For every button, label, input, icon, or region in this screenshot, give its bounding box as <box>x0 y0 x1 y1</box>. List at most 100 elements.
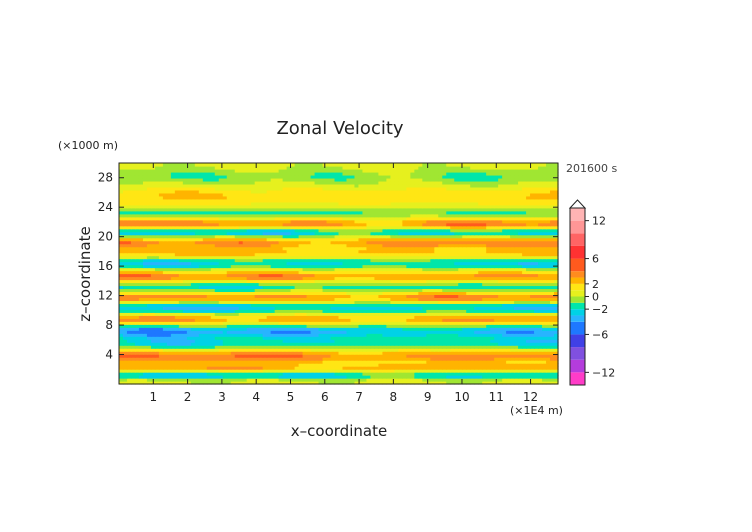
field-cell <box>418 312 423 316</box>
field-cell <box>486 345 491 349</box>
field-cell <box>422 297 427 301</box>
field-cell <box>234 324 240 328</box>
field-cell <box>418 369 423 373</box>
field-cell <box>202 369 208 373</box>
field-cell <box>362 354 368 358</box>
field-cell <box>458 351 463 355</box>
field-cell <box>126 375 132 379</box>
field-cell <box>406 318 411 322</box>
field-cell <box>318 366 324 370</box>
field-cell <box>270 276 276 281</box>
field-cell <box>434 282 439 287</box>
field-cell <box>350 318 356 322</box>
field-cell <box>286 324 292 328</box>
field-cell <box>550 336 555 340</box>
field-cell <box>450 312 455 316</box>
field-cell <box>498 321 503 325</box>
field-cell <box>146 318 152 322</box>
field-cell <box>190 309 196 313</box>
field-cell <box>310 321 316 325</box>
field-cell <box>158 345 164 349</box>
field-cell <box>270 372 276 376</box>
field-cell <box>134 354 140 358</box>
field-cell <box>322 366 328 370</box>
field-cell <box>154 366 160 370</box>
field-cell <box>290 369 296 373</box>
field-cell <box>142 369 148 373</box>
field-cell <box>190 303 196 307</box>
field-cell <box>146 270 152 275</box>
field-cell <box>390 291 395 296</box>
field-cell <box>270 333 276 337</box>
field-cell <box>182 354 188 358</box>
field-cell <box>119 357 124 361</box>
field-cell <box>266 324 272 328</box>
field-cell <box>134 381 140 385</box>
field-cell <box>194 303 200 307</box>
field-cell <box>119 375 124 379</box>
field-cell <box>238 330 244 334</box>
field-cell <box>130 330 136 334</box>
field-cell <box>398 285 403 290</box>
field-cell <box>298 354 304 358</box>
field-cell <box>406 321 411 325</box>
field-cell <box>158 339 164 343</box>
field-cell <box>119 369 124 373</box>
field-cell <box>418 360 423 364</box>
field-cell <box>178 366 184 370</box>
field-cell <box>414 312 419 316</box>
field-cell <box>250 372 256 376</box>
field-cell <box>194 291 200 296</box>
field-cell <box>190 315 196 319</box>
field-cell <box>282 282 288 287</box>
field-cell <box>238 372 244 376</box>
field-cell <box>438 372 443 376</box>
field-cell <box>174 345 180 349</box>
field-cell <box>554 291 559 296</box>
field-cell <box>210 303 216 307</box>
field-cell <box>206 273 212 278</box>
field-cell <box>446 285 451 290</box>
field-cell <box>482 312 487 316</box>
field-cell <box>194 363 200 367</box>
field-cell <box>382 357 387 361</box>
field-cell <box>142 270 148 275</box>
field-cell <box>314 279 320 284</box>
field-cell <box>198 378 204 382</box>
field-cell <box>406 285 411 290</box>
field-cell <box>258 345 264 349</box>
field-cell <box>126 270 132 275</box>
field-cell <box>326 276 332 281</box>
field-cell <box>142 297 148 301</box>
field-cell <box>302 267 308 272</box>
field-cell <box>218 285 224 290</box>
field-cell <box>354 372 360 376</box>
field-cell <box>466 348 471 352</box>
field-cell <box>470 309 475 313</box>
field-cell <box>526 291 531 296</box>
field-cell <box>418 327 423 331</box>
field-cell <box>546 303 551 307</box>
field-cell <box>130 291 136 296</box>
field-cell <box>422 312 427 316</box>
field-cell <box>278 375 284 379</box>
field-cell <box>374 351 380 355</box>
field-cell <box>514 360 519 364</box>
field-cell <box>462 324 467 328</box>
field-cell <box>362 375 368 379</box>
field-cell <box>162 303 168 307</box>
field-cell <box>158 312 164 316</box>
field-cell <box>382 321 387 325</box>
field-cell <box>370 372 376 376</box>
field-cell <box>458 294 463 298</box>
field-cell <box>474 363 479 367</box>
field-cell <box>254 342 260 346</box>
field-cell <box>262 318 268 322</box>
field-cell <box>342 321 348 325</box>
field-cell <box>506 282 511 287</box>
field-cell <box>126 372 132 376</box>
field-cell <box>554 297 559 301</box>
field-cell <box>502 300 507 304</box>
field-cell <box>382 294 387 298</box>
field-cell <box>158 375 164 379</box>
